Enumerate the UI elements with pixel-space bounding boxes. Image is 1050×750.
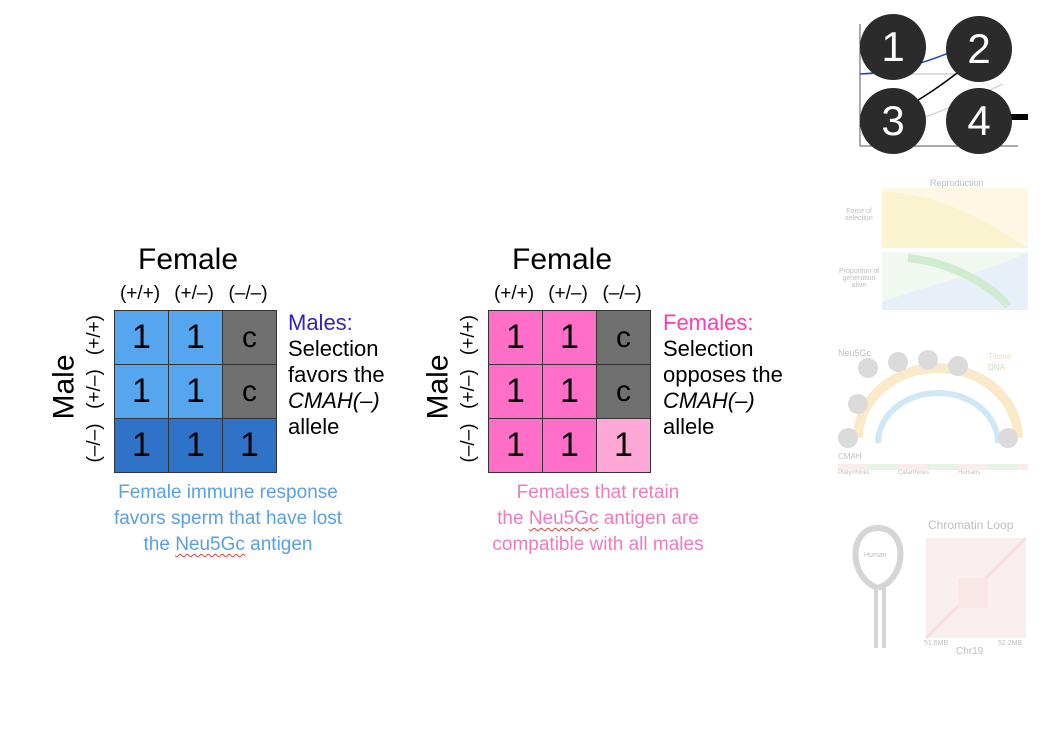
- caption-line: favors sperm that have lost: [113, 508, 343, 529]
- chromatin-loop-title: Chromatin Loop: [928, 518, 1014, 532]
- right-row-header: (+/–): [458, 369, 479, 409]
- left-punnett-grid: 1 1 c 1 1 c 1 1 1: [114, 310, 277, 473]
- selection-line: CMAH(–): [288, 388, 380, 413]
- neu5gc-word: Neu5Gc: [175, 534, 245, 555]
- phylo-row: Catarrhines: [898, 470, 930, 476]
- selection-line: CMAH(–): [663, 388, 755, 413]
- grid-cell: 1: [543, 365, 597, 419]
- left-col-headers: (+/+) (+/–) (–/–): [113, 283, 275, 305]
- grid-cell: 1: [543, 311, 597, 365]
- cmah-label: CMAH: [838, 452, 862, 461]
- chr19-axis-label: Chr19: [956, 646, 984, 657]
- caption-line: compatible with all males: [492, 534, 704, 555]
- left-tick: 51.6MB: [924, 640, 949, 647]
- number-badge-2: 2: [946, 16, 1012, 82]
- right-col-header: (+/–): [548, 283, 588, 304]
- chromatin-graphic: [852, 524, 1028, 648]
- caption-line: the Neu5Gc antigen are: [420, 506, 776, 532]
- thumbnail-selection-plot[interactable]: 1 2 3 4: [838, 14, 1028, 154]
- grid-cell: 1: [115, 419, 169, 473]
- grid-cell: 1: [169, 419, 223, 473]
- right-tick: 52.2MB: [998, 640, 1023, 647]
- grid-cell: 1: [489, 311, 543, 365]
- caption-text: the: [143, 534, 176, 555]
- number-badge-3: 3: [860, 88, 926, 154]
- grid-cell: 1: [597, 419, 651, 473]
- left-col-header: (+/+): [119, 283, 161, 304]
- right-row-header: (+/+): [458, 314, 479, 356]
- grid-cell: 1: [169, 311, 223, 365]
- left-row-header: (+/+): [84, 314, 105, 356]
- phylo-row: Humans: [958, 470, 981, 476]
- caption-text: antigen: [244, 534, 313, 555]
- grid-cell: 1: [115, 311, 169, 365]
- right-selection-text: Females: Selection opposes the CMAH(–) a…: [663, 310, 783, 440]
- legend-dna: DNA: [988, 363, 1005, 372]
- right-row-header: (–/–): [458, 423, 479, 463]
- left-col-header: (+/–): [174, 283, 214, 304]
- right-col-headers: (+/+) (+/–) (–/–): [487, 283, 649, 305]
- thumbnail-chromatin-loop[interactable]: Chromatin Loop Human 51.6MB 52.2MB Chr19: [838, 518, 1028, 658]
- number-badge-4: 4: [946, 88, 1012, 154]
- right-male-label: Male: [421, 354, 455, 420]
- neu5gc-word: Neu5Gc: [528, 508, 599, 529]
- force-of-selection-label: Force of selection: [845, 208, 873, 222]
- phylo-row: Platyrrhines: [838, 470, 870, 476]
- left-caption: Female immune response favors sperm that…: [50, 480, 406, 558]
- caption-text: the: [497, 508, 529, 529]
- right-caption: Females that retain the Neu5Gc antigen a…: [420, 480, 776, 558]
- right-female-title: Female: [512, 243, 613, 276]
- grid-cell: 1: [543, 419, 597, 473]
- grid-cell: c: [223, 311, 277, 365]
- caption-line: Females that retain: [516, 482, 680, 503]
- left-row-header: (+/–): [84, 369, 105, 409]
- left-female-title: Female: [138, 243, 239, 276]
- left-row-header: (–/–): [84, 423, 105, 463]
- caption-line: the Neu5Gc antigen: [50, 532, 406, 558]
- grid-cell: 1: [169, 365, 223, 419]
- grid-cell: 1: [223, 419, 277, 473]
- caption-text: antigen are: [598, 508, 699, 529]
- phylogeny-graphic: [838, 350, 1028, 470]
- selection-line: allele: [663, 414, 715, 439]
- human-label: Human: [864, 552, 887, 559]
- grid-cell: c: [597, 311, 651, 365]
- males-selection-title: Males:: [288, 310, 353, 335]
- proportion-alive-label: Proportion of generation alive: [838, 268, 880, 289]
- right-punnett-grid: 1 1 c 1 1 c 1 1 1: [488, 310, 651, 473]
- grid-cell: c: [223, 365, 277, 419]
- caption-line: Female immune response: [118, 482, 338, 503]
- grid-cell: 1: [489, 419, 543, 473]
- grid-cell: 1: [489, 365, 543, 419]
- neu5gc-thumb-label: Neu5Gc: [838, 348, 872, 358]
- selection-line: Selection: [663, 336, 754, 361]
- left-male-label: Male: [47, 354, 81, 420]
- thumbnail-reproduction[interactable]: Reproduction Force of selection Proporti…: [838, 172, 1028, 312]
- right-col-header: (+/+): [493, 283, 535, 304]
- left-selection-text: Males: Selection favors the CMAH(–) alle…: [288, 310, 385, 440]
- thumbnail-neu5gc-phylogeny[interactable]: Neu5Gc Tissue DNA CMAH Platyrrhines Cata…: [838, 348, 1028, 488]
- legend-tissue: Tissue: [988, 352, 1012, 361]
- selection-line: allele: [288, 414, 340, 439]
- reproduction-title: Reproduction: [930, 178, 984, 188]
- number-badge-1: 1: [860, 14, 926, 80]
- right-col-header: (–/–): [602, 283, 642, 304]
- females-selection-title: Females:: [663, 310, 754, 335]
- grid-cell: 1: [115, 365, 169, 419]
- left-col-header: (–/–): [228, 283, 268, 304]
- selection-line: opposes the: [663, 362, 783, 387]
- selection-line: Selection: [288, 336, 379, 361]
- selection-line: favors the: [288, 362, 385, 387]
- reproduction-graphic: [882, 188, 1028, 310]
- grid-cell: c: [597, 365, 651, 419]
